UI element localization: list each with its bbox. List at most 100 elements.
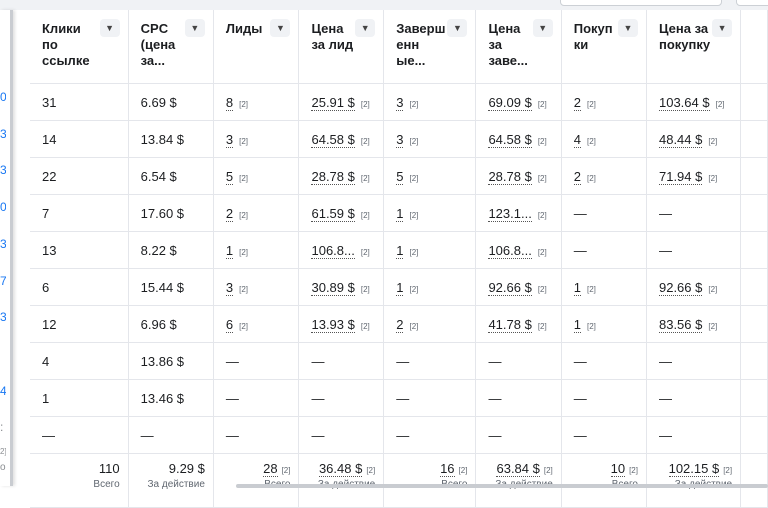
table-cell: 41.78 $ [2] xyxy=(475,305,562,343)
column-header[interactable]: CPC (цена за... ▼ xyxy=(128,10,214,84)
footnote-marker: [2] xyxy=(537,99,547,109)
cell-value-link[interactable]: 30.89 $ xyxy=(311,279,355,296)
footnote-marker: [2] xyxy=(537,321,547,331)
toolbar-control[interactable] xyxy=(560,0,722,6)
cell-value-link[interactable]: 106.8... xyxy=(311,242,355,259)
footnote-marker: [2] xyxy=(537,210,547,220)
column-header[interactable]: Клики по ссылке ▼ xyxy=(30,10,129,84)
cell-value-link[interactable]: 1 xyxy=(225,242,234,259)
cell-value: — xyxy=(573,205,587,221)
clipped-row-link[interactable]: 3 xyxy=(0,310,6,325)
cell-value: — xyxy=(573,242,587,258)
cell-value-link[interactable]: 1 xyxy=(396,242,404,259)
cell-value-link[interactable]: 2 xyxy=(573,168,581,185)
summary-value[interactable]: 63.84 $ xyxy=(496,461,540,477)
clipped-row-link[interactable]: 3 xyxy=(0,126,6,141)
cell-value-link[interactable]: 64.58 $ xyxy=(311,131,355,148)
cell-value-link[interactable]: 5 xyxy=(225,168,234,185)
table-cell: — xyxy=(475,342,562,380)
cell-value-link[interactable]: 103.64 $ xyxy=(658,94,710,111)
cell-value-link[interactable]: 3 xyxy=(225,279,234,296)
table-header-row: Клики по ссылке ▼ CPC (цена за... ▼ Лиды ▼ Цен… xyxy=(30,10,768,84)
column-menu-chevron-down-icon[interactable]: ▼ xyxy=(270,19,291,37)
cell-value-link[interactable]: 2 xyxy=(396,316,404,333)
footnote-marker: [2] xyxy=(409,321,419,331)
table-cell-overflow xyxy=(740,305,768,343)
cell-value: — xyxy=(488,390,502,406)
column-menu-chevron-down-icon[interactable]: ▼ xyxy=(184,19,205,37)
summary-value[interactable]: 28 xyxy=(263,461,278,477)
column-menu-chevron-down-icon[interactable]: ▼ xyxy=(617,19,638,37)
column-header[interactable]: Лиды ▼ xyxy=(213,10,300,84)
cell-value-link[interactable]: 61.59 $ xyxy=(311,205,355,222)
cell-value-link[interactable]: 92.66 $ xyxy=(488,279,532,296)
cell-value-link[interactable]: 4 xyxy=(573,131,581,148)
column-header[interactable]: Цена за лид ▼ xyxy=(298,10,385,84)
cell-value-link[interactable]: 6 xyxy=(225,316,234,333)
cell-value: — xyxy=(573,353,587,369)
cell-value: — xyxy=(658,242,672,258)
column-header[interactable]: Покуп ки ▼ xyxy=(561,10,647,84)
table-cell: 12 xyxy=(30,305,129,343)
cell-value-link[interactable]: 64.58 $ xyxy=(488,131,532,148)
cell-value-link[interactable]: 28.78 $ xyxy=(488,168,532,185)
summary-value[interactable]: 10 xyxy=(610,461,626,477)
cell-value-link[interactable]: 1 xyxy=(396,205,404,222)
table-cell: 1 [2] xyxy=(561,305,647,343)
cell-value-link[interactable]: 3 xyxy=(396,131,404,148)
cell-value-link[interactable]: 2 xyxy=(225,205,234,222)
table-cell: — xyxy=(383,379,477,417)
summary-value[interactable]: 16 xyxy=(440,461,455,477)
cell-value-link[interactable]: 1 xyxy=(396,279,404,296)
summary-value[interactable]: 36.48 $ xyxy=(318,461,363,477)
cell-value-link[interactable]: 83.56 $ xyxy=(658,316,703,333)
cell-value-link[interactable]: 8 xyxy=(225,94,234,111)
cell-value-link[interactable]: 25.91 $ xyxy=(311,94,355,111)
column-menu-chevron-down-icon[interactable]: ▼ xyxy=(447,19,468,37)
cell-value-link[interactable]: 92.66 $ xyxy=(658,279,703,296)
clipped-row-link[interactable]: 4 xyxy=(0,383,6,398)
footnote-marker: [2] xyxy=(239,321,249,331)
column-header[interactable]: Цена за заве... ▼ xyxy=(475,10,562,84)
toolbar-control[interactable] xyxy=(736,0,768,6)
clipped-row-link[interactable]: : xyxy=(0,420,4,435)
clipped-row-link[interactable]: 3 xyxy=(0,163,6,178)
clipped-row-link[interactable]: 7 xyxy=(0,273,6,288)
column-header-title: CPC (цена за... xyxy=(140,21,176,68)
table-cell: 25.91 $ [2] xyxy=(298,83,385,121)
cell-value-link[interactable]: 13.93 $ xyxy=(311,316,355,333)
summary-value[interactable]: 102.15 $ xyxy=(668,461,720,477)
cell-value-link[interactable]: 69.09 $ xyxy=(488,94,532,111)
cell-value-link[interactable]: 3 xyxy=(396,94,404,111)
column-menu-chevron-down-icon[interactable]: ▼ xyxy=(355,19,376,37)
cell-value-link[interactable]: 1 xyxy=(573,316,581,333)
cell-value: — xyxy=(488,427,502,443)
horizontal-scrollbar[interactable] xyxy=(236,484,768,488)
cell-value-link[interactable]: 41.78 $ xyxy=(488,316,532,333)
cell-value-link[interactable]: 2 xyxy=(573,94,581,111)
cell-value-link[interactable]: 28.78 $ xyxy=(311,168,355,185)
clipped-row-link[interactable]: 0 xyxy=(0,200,6,215)
clipped-row-link[interactable]: 0 xyxy=(0,90,6,104)
column-header[interactable]: Заверш енн ые... ▼ xyxy=(383,10,477,84)
cell-value-link[interactable]: 1 xyxy=(573,279,581,296)
cell-value-link[interactable]: 71.94 $ xyxy=(658,168,703,185)
column-header-title: Клики по ссылке xyxy=(42,21,90,68)
footnote-marker: [2] xyxy=(239,136,249,146)
cell-value-link[interactable]: 106.8... xyxy=(488,242,532,259)
cell-value: 13.46 $ xyxy=(140,390,185,406)
column-menu-chevron-down-icon[interactable]: ▼ xyxy=(99,19,120,37)
cell-value-link[interactable]: 48.44 $ xyxy=(658,131,703,148)
table-cell: — xyxy=(646,342,742,380)
column-menu-chevron-down-icon[interactable]: ▼ xyxy=(712,19,733,37)
column-header[interactable]: Цена за покупку ▼ xyxy=(646,10,742,84)
footnote-marker: [2] xyxy=(409,173,419,183)
summary-value: 110 xyxy=(98,461,120,476)
footnote-marker: [2] xyxy=(239,284,249,294)
clipped-row-link[interactable]: 3 xyxy=(0,236,6,251)
cell-value-link[interactable]: 123.1... xyxy=(488,205,532,222)
cell-value-link[interactable]: 5 xyxy=(396,168,404,185)
cell-value-link[interactable]: 3 xyxy=(225,131,234,148)
column-menu-chevron-down-icon[interactable]: ▼ xyxy=(532,19,553,37)
footnote-marker: [2] xyxy=(360,321,370,331)
